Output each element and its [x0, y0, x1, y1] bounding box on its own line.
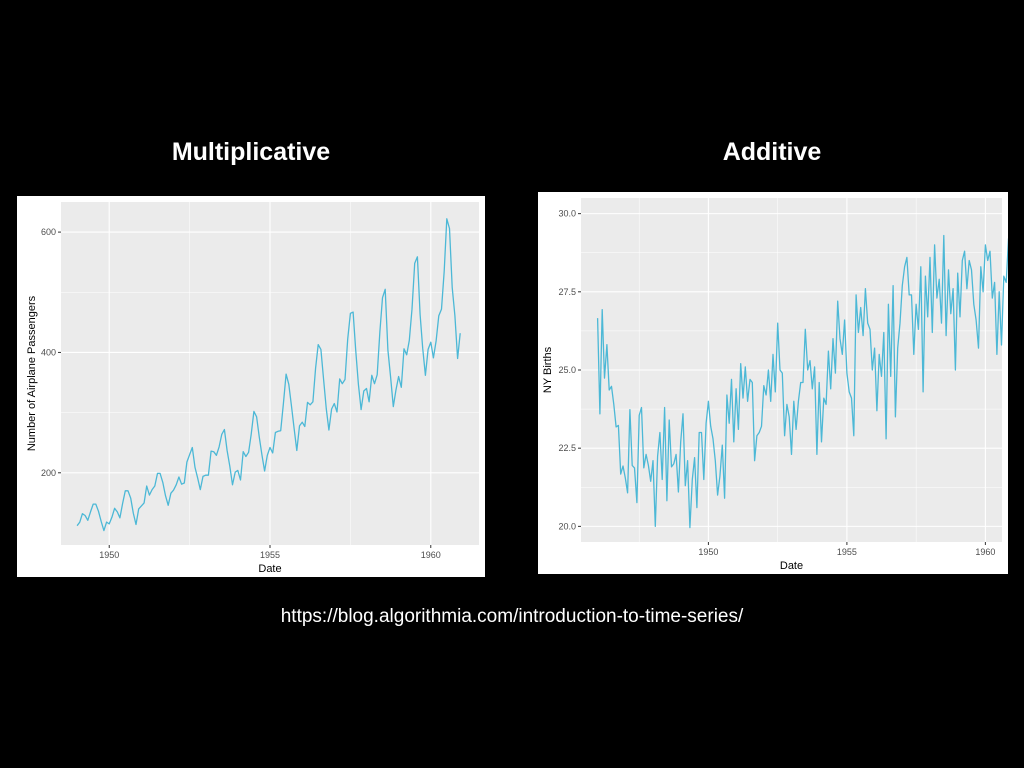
passengers-x-tick-label: 1950: [99, 550, 119, 560]
births-y-tick-label: 22.5: [558, 443, 576, 453]
births-y-tick-label: 25.0: [558, 365, 576, 375]
passengers-x-tick-label: 1955: [260, 550, 280, 560]
passengers-x-axis-label: Date: [258, 563, 281, 575]
passengers-x-tick-label: 1960: [421, 550, 441, 560]
births-x-tick-label: 1950: [698, 547, 718, 557]
source-url: https://blog.algorithmia.com/introductio…: [280, 606, 744, 627]
births-series-line: [596, 234, 1008, 529]
chart-title-additive: Additive: [722, 138, 822, 166]
births-y-tick-label: 30.0: [558, 209, 576, 219]
passengers-y-tick-label: 200: [41, 468, 56, 478]
ny-births-chart-panel: 1950 1955 1960 20.0 22.5 25.0 27.5 30.0 Date NY B…: [538, 192, 1008, 574]
passengers-series-line: [76, 218, 461, 532]
airplane-passengers-chart: 1950 1955 1960 200 400 600 Date Number of Airpl…: [26, 202, 479, 575]
airplane-passengers-chart-panel: 1950 1955 1960 200 400 600 Date Number of Airpl…: [17, 196, 485, 577]
passengers-y-axis-label: Number of Airplane Passengers: [26, 295, 38, 451]
passengers-y-tick-label: 400: [41, 347, 56, 357]
ny-births-chart: 1950 1955 1960 20.0 22.5 25.0 27.5 30.0 Date NY B…: [542, 198, 1008, 572]
chart-title-multiplicative: Multiplicative: [171, 138, 331, 166]
births-x-axis-label: Date: [780, 560, 803, 572]
births-y-axis-label: NY Births: [542, 346, 554, 393]
births-y-tick-label: 27.5: [558, 287, 576, 297]
births-y-tick-label: 20.0: [558, 521, 576, 531]
births-x-tick-label: 1960: [975, 547, 995, 557]
births-x-tick-label: 1955: [837, 547, 857, 557]
passengers-y-tick-label: 600: [41, 227, 56, 237]
